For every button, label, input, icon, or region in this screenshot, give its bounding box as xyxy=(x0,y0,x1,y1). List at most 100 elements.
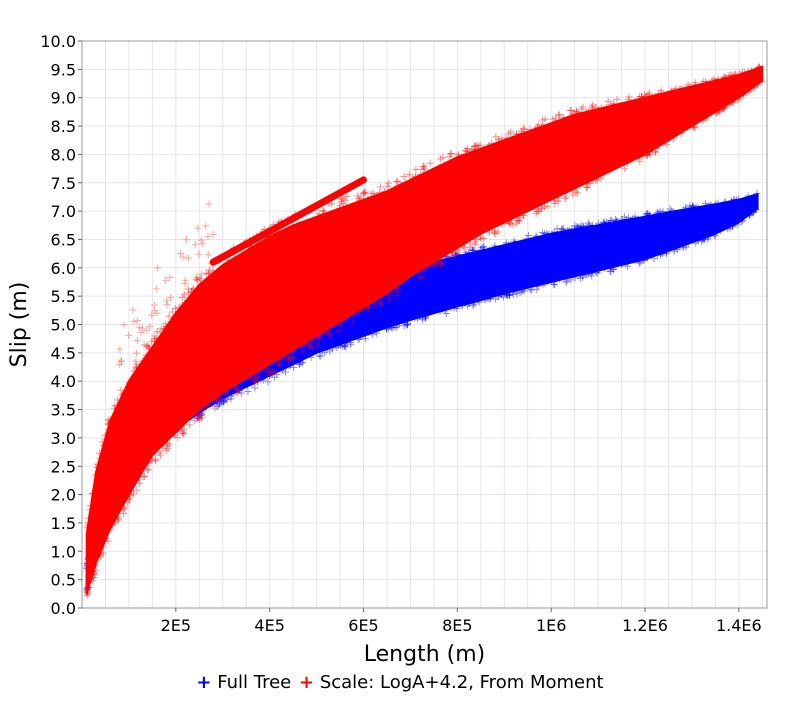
data-point xyxy=(143,457,151,465)
y-tick-label: 4.5 xyxy=(51,344,76,363)
data-point xyxy=(581,270,589,278)
data-point xyxy=(645,148,653,156)
data-point xyxy=(196,281,204,289)
data-point xyxy=(479,227,487,235)
data-point xyxy=(555,110,563,118)
data-point xyxy=(121,505,129,513)
data-point xyxy=(249,367,257,375)
data-point xyxy=(702,203,710,211)
data-point xyxy=(319,211,327,219)
data-point xyxy=(453,251,461,259)
data-point xyxy=(508,288,516,296)
data-point xyxy=(196,275,204,283)
data-point xyxy=(623,159,631,167)
data-point xyxy=(369,331,377,339)
data-point xyxy=(367,190,375,198)
data-point xyxy=(712,200,720,208)
data-point xyxy=(699,235,707,243)
data-point xyxy=(679,244,687,252)
data-point xyxy=(434,256,442,264)
data-point xyxy=(512,130,520,138)
data-point xyxy=(275,365,283,373)
data-point xyxy=(458,152,466,160)
data-point xyxy=(682,203,690,211)
data-point xyxy=(223,391,231,399)
data-point xyxy=(623,259,631,267)
data-point xyxy=(453,304,461,312)
data-point xyxy=(551,199,559,207)
data-point xyxy=(513,290,521,298)
data-point xyxy=(213,402,221,410)
data-point xyxy=(373,329,381,337)
data-point xyxy=(165,312,173,320)
data-point xyxy=(691,79,699,87)
data-point xyxy=(160,325,168,333)
y-tick-label: 7.0 xyxy=(51,202,76,221)
data-point xyxy=(120,504,128,512)
data-point xyxy=(571,274,579,282)
data-point xyxy=(95,449,103,457)
data-point xyxy=(645,89,653,97)
data-point xyxy=(465,299,473,307)
data-point xyxy=(332,340,340,348)
data-point xyxy=(197,411,205,419)
data-point xyxy=(194,224,202,232)
data-point xyxy=(686,82,694,90)
data-point xyxy=(381,187,389,195)
data-point xyxy=(377,299,385,307)
data-point xyxy=(129,306,137,314)
data-point xyxy=(84,586,92,594)
data-point xyxy=(125,378,133,386)
data-band xyxy=(85,65,764,595)
data-point xyxy=(476,233,484,241)
data-point xyxy=(129,483,137,491)
data-point xyxy=(232,388,240,396)
data-point xyxy=(528,203,536,211)
data-point xyxy=(436,260,444,268)
data-point xyxy=(144,466,152,474)
data-point xyxy=(471,240,479,248)
data-point xyxy=(539,280,547,288)
data-point xyxy=(161,319,169,327)
x-axis-title: Length (m) xyxy=(364,642,485,667)
data-point xyxy=(148,456,156,464)
data-point xyxy=(140,341,148,349)
data-point xyxy=(584,108,592,116)
data-point xyxy=(110,404,118,412)
data-point xyxy=(88,576,96,584)
data-point xyxy=(146,323,154,331)
data-point xyxy=(259,362,267,370)
data-point xyxy=(702,77,710,85)
data-point xyxy=(707,109,715,117)
data-point xyxy=(157,325,165,333)
data-point xyxy=(480,235,488,243)
y-tick-label: 2.5 xyxy=(51,457,76,476)
data-point xyxy=(97,549,105,557)
data-point xyxy=(680,206,688,214)
data-point xyxy=(130,367,138,375)
data-point xyxy=(593,172,601,180)
data-point xyxy=(392,291,400,299)
data-point xyxy=(142,352,150,360)
data-point xyxy=(644,150,652,158)
data-point xyxy=(746,211,754,219)
y-tick-label: 2.0 xyxy=(51,486,76,505)
data-point xyxy=(157,451,165,459)
data-point xyxy=(582,177,590,185)
data-point xyxy=(727,98,735,106)
data-point xyxy=(150,332,158,340)
data-point xyxy=(288,347,296,355)
data-point xyxy=(320,211,328,218)
data-point xyxy=(733,196,741,204)
data-point xyxy=(264,378,272,386)
data-point xyxy=(299,336,307,344)
data-point xyxy=(133,486,141,494)
data-point xyxy=(701,234,709,242)
data-point xyxy=(567,276,575,284)
data-point xyxy=(251,372,259,380)
data-point xyxy=(344,336,352,344)
data-point xyxy=(729,99,737,107)
data-point xyxy=(295,358,303,366)
data-point xyxy=(584,219,592,227)
data-point xyxy=(505,291,513,299)
